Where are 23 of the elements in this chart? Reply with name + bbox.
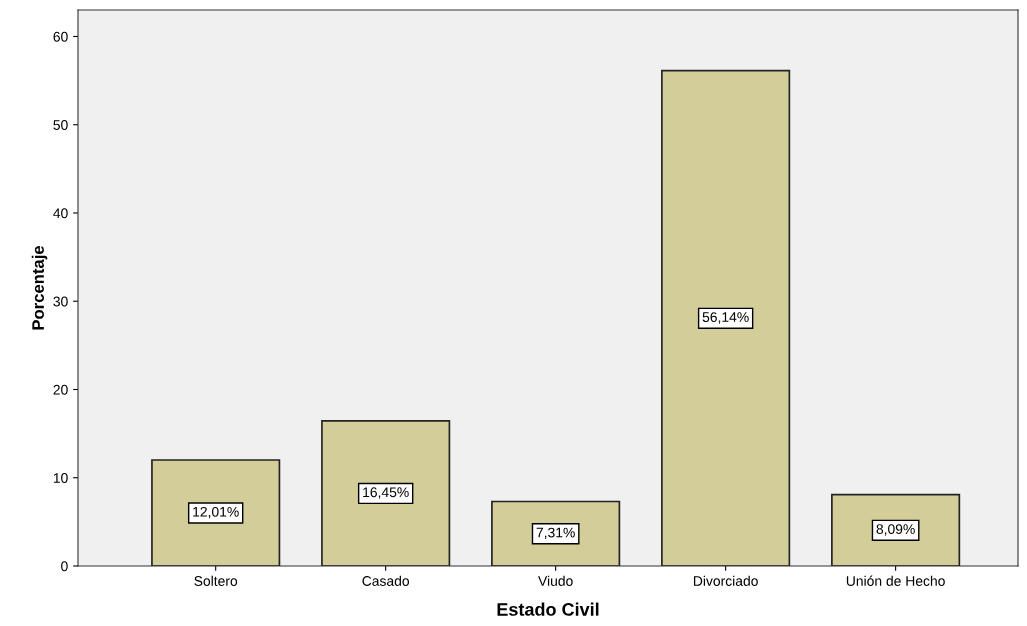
bar xyxy=(321,419,451,566)
bar xyxy=(831,493,961,566)
y-tick-label: 0 xyxy=(61,561,68,572)
data-label: 7,31% xyxy=(536,527,575,540)
data-label: 16,45% xyxy=(363,487,409,499)
y-tick-label: 30 xyxy=(53,296,68,307)
y-tick-label: 40 xyxy=(53,208,68,219)
y-tick-label: 50 xyxy=(53,120,68,130)
bar xyxy=(151,459,281,566)
x-tick-label: Soltero xyxy=(194,575,238,586)
x-tick-label: Unión de Hecho xyxy=(846,575,945,586)
y-tick-label: 60 xyxy=(53,31,68,42)
bar xyxy=(661,69,791,566)
y-tick-label: 10 xyxy=(53,473,68,483)
data-label: 12,01% xyxy=(193,506,239,519)
x-axis-title: Estado Civil xyxy=(497,602,599,616)
x-tick-label: Divorciado xyxy=(693,575,758,586)
y-tick-label: 20 xyxy=(53,384,68,395)
data-label: 56,14% xyxy=(702,312,749,324)
x-tick-label: Viudo xyxy=(538,575,573,586)
data-label: 8,09% xyxy=(876,524,915,536)
x-tick-label: Casado xyxy=(362,575,410,586)
y-axis-title: Porcentaje xyxy=(31,245,48,330)
